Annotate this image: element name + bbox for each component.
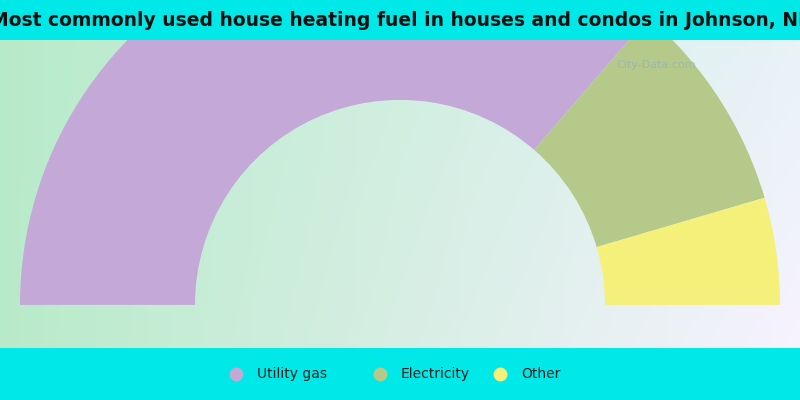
- Text: Most commonly used house heating fuel in houses and condos in Johnson, NE: Most commonly used house heating fuel in…: [0, 10, 800, 30]
- Text: Other: Other: [521, 367, 560, 381]
- Text: Electricity: Electricity: [401, 367, 470, 381]
- Text: City-Data.com: City-Data.com: [616, 60, 696, 70]
- Wedge shape: [534, 18, 765, 247]
- Text: Utility gas: Utility gas: [257, 367, 327, 381]
- Wedge shape: [20, 0, 649, 305]
- Wedge shape: [597, 198, 780, 305]
